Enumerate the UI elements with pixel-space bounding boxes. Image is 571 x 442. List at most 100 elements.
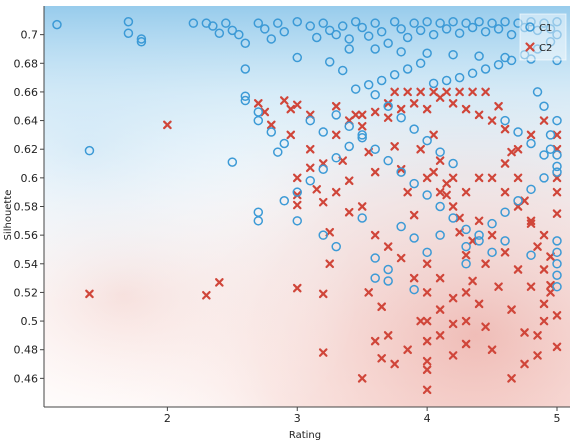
data-point-c2: [370, 230, 380, 240]
y-tick-label: 0.46: [14, 372, 39, 385]
data-point-c2: [202, 290, 211, 300]
data-point-c1: [396, 167, 406, 177]
data-point-c1: [539, 150, 549, 160]
data-point-c2: [539, 265, 549, 274]
data-point-c1: [409, 124, 419, 134]
data-point-c1: [253, 18, 264, 28]
plot-background: [44, 6, 570, 407]
data-point-c2: [520, 196, 529, 206]
data-point-c2: [351, 110, 361, 120]
data-point-c2: [474, 173, 484, 183]
data-point-c2: [435, 331, 445, 340]
data-point-c1: [279, 138, 290, 149]
data-point-c2: [455, 87, 464, 97]
data-point-c2: [422, 385, 432, 395]
y-tick-label: 0.64: [14, 115, 39, 128]
data-point-c1: [487, 218, 497, 229]
data-point-c2: [442, 190, 451, 200]
data-point-c2: [448, 99, 458, 108]
data-point-c1: [545, 144, 556, 154]
data-point-c1: [240, 95, 251, 106]
data-point-c2: [305, 144, 315, 154]
data-point-c2: [318, 289, 328, 299]
data-point-c1: [344, 141, 354, 152]
data-point-c2: [442, 87, 451, 97]
data-point-c1: [552, 17, 562, 27]
data-point-c1: [461, 241, 471, 252]
data-point-c1: [513, 127, 523, 137]
data-point-c2: [552, 311, 562, 320]
data-point-c2: [481, 259, 490, 269]
data-point-c1: [370, 144, 380, 154]
data-point-c1: [136, 37, 147, 47]
data-point-c1: [532, 87, 543, 97]
data-point-c1: [539, 173, 549, 183]
data-point-c1: [454, 28, 465, 38]
data-point-c1: [363, 80, 374, 90]
data-point-c1: [493, 59, 504, 70]
data-point-c2: [331, 187, 341, 197]
data-point-c2: [344, 207, 354, 217]
data-point-c2: [513, 173, 523, 183]
data-point-c1: [415, 58, 426, 69]
data-point-c2: [474, 299, 484, 309]
data-point-c2: [474, 216, 484, 226]
data-point-c1: [337, 65, 348, 76]
data-point-c1: [324, 57, 335, 67]
data-point-c1: [467, 68, 478, 79]
data-point-c1: [441, 75, 452, 86]
data-point-c1: [428, 29, 439, 40]
data-point-c2: [416, 316, 425, 326]
data-point-c1: [448, 213, 458, 223]
data-point-c1: [234, 29, 244, 40]
data-point-c1: [500, 236, 510, 246]
data-point-c1: [357, 133, 367, 143]
data-point-c2: [461, 187, 471, 197]
data-point-c1: [331, 241, 341, 252]
data-point-c2: [422, 365, 432, 375]
data-point-c1: [532, 44, 543, 54]
data-point-c2: [429, 167, 438, 177]
data-point-c2: [422, 173, 432, 183]
data-point-c2: [494, 282, 503, 291]
data-point-c1: [396, 24, 406, 34]
data-point-c2: [266, 120, 276, 130]
legend-c2-label: C2: [539, 43, 552, 54]
data-point-c1: [500, 115, 510, 126]
data-point-c1: [422, 190, 432, 200]
data-point-c1: [552, 29, 562, 40]
data-point-c2: [331, 101, 341, 111]
data-point-c1: [422, 247, 432, 258]
data-point-c2: [507, 305, 516, 314]
data-point-c2: [370, 167, 380, 177]
data-point-c2: [533, 351, 542, 360]
data-point-c2: [435, 93, 445, 102]
data-point-c1: [253, 216, 264, 226]
data-point-c1: [435, 230, 445, 240]
data-point-c1: [409, 18, 419, 28]
data-point-c1: [260, 24, 270, 34]
data-point-c1: [318, 127, 328, 137]
data-point-c1: [552, 247, 562, 258]
data-point-c2: [461, 250, 471, 260]
data-point-c2: [383, 113, 393, 123]
data-point-c1: [266, 34, 277, 44]
data-point-c1: [357, 213, 367, 223]
data-point-c1: [240, 91, 251, 101]
data-point-c1: [422, 48, 432, 59]
data-point-c1: [409, 233, 419, 243]
data-point-c2: [513, 144, 523, 154]
data-point-c2: [292, 200, 302, 210]
data-point-c2: [487, 345, 497, 355]
legend: C1 C2: [519, 13, 567, 61]
data-point-c2: [526, 130, 536, 140]
data-point-c1: [526, 138, 536, 149]
data-point-c1: [506, 29, 517, 40]
data-point-c1: [84, 145, 95, 156]
data-point-c1: [552, 281, 562, 292]
data-point-c1: [383, 155, 393, 166]
y-tick-label: 0.54: [14, 258, 39, 271]
data-point-c1: [422, 17, 432, 27]
data-point-c2: [435, 187, 445, 197]
data-point-c2: [318, 348, 328, 357]
